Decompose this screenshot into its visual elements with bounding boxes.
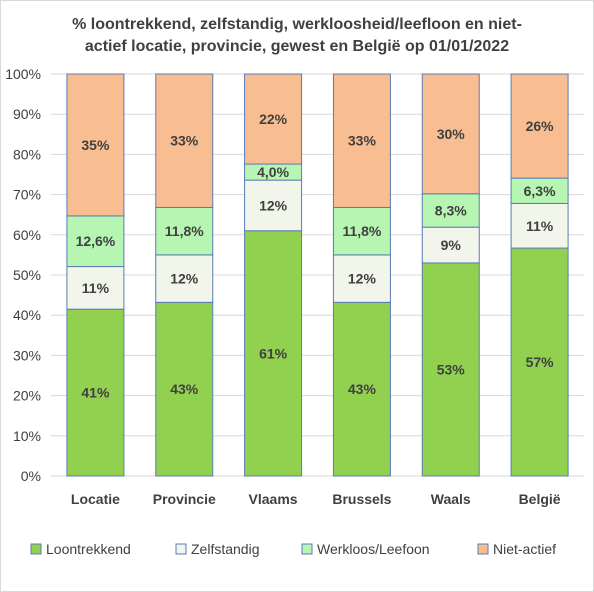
x-axis-category-labels: Locatie Provincie Vlaams Brussels Waals Belgi…	[71, 491, 561, 507]
data-label: 12%	[170, 271, 199, 287]
x-category-label-provincie: Provincie	[153, 491, 216, 507]
legend-label: Loontrekkend	[46, 541, 131, 557]
legend-label: Werkloos/Leefoon	[317, 541, 430, 557]
legend-item-loontrekkend: Loontrekkend	[30, 541, 131, 557]
y-tick-label: 90%	[13, 106, 41, 122]
bar-segment-niet-actief-provincie	[155, 73, 214, 208]
chart-title-line-1: % loontrekkend, zelfstandig, werklooshei…	[72, 16, 522, 33]
legend-item-zelfstandig: Zelfstandig	[175, 541, 259, 557]
data-label: 11,8%	[165, 223, 204, 239]
bar-segment-loontrekkend-locatie	[66, 308, 125, 477]
data-label: 8,3%	[435, 202, 467, 218]
bar-segment-niet-actief-belgië	[510, 73, 569, 179]
chart-title: % loontrekkend, zelfstandig, werklooshei…	[72, 16, 522, 55]
data-label: 43%	[348, 381, 377, 397]
bars	[66, 73, 569, 477]
legend-swatch	[477, 543, 489, 555]
bar-segment-zelfstandig-locatie	[66, 266, 125, 310]
bar-segment-loontrekkend-belgië	[510, 247, 569, 477]
data-label: 33%	[170, 133, 199, 149]
bar-segment-loontrekkend-brussels	[332, 301, 391, 477]
bar-segment-zelfstandig-brussels	[332, 254, 391, 303]
y-tick-label: 70%	[13, 187, 41, 203]
y-tick-label: 0%	[21, 468, 41, 484]
data-label: 9%	[441, 237, 462, 253]
data-label: 33%	[348, 133, 377, 149]
bar-segment-niet-actief-waals	[421, 73, 480, 195]
x-category-label-belgië: België	[519, 491, 561, 507]
legend-swatch	[30, 543, 42, 555]
bar-segment-niet-actief-vlaams	[244, 73, 303, 165]
data-label: 22%	[259, 111, 288, 127]
y-tick-label: 50%	[13, 267, 41, 283]
legend-swatch	[175, 543, 187, 555]
legend-item-niet-actief: Niet-actief	[477, 541, 556, 557]
x-category-label-waals: Waals	[431, 491, 471, 507]
x-category-label-locatie: Locatie	[71, 491, 120, 507]
data-labels: 41% 11% 12,6% 35% 43% 12% 11,8% 33% 61% 12% 4,0% 22…	[76, 111, 557, 401]
y-tick-label: 60%	[13, 227, 41, 243]
y-tick-label: 80%	[13, 146, 41, 162]
y-tick-label: 30%	[13, 347, 41, 363]
gridlines	[51, 73, 584, 477]
bar-segment-niet-actief-brussels	[332, 73, 391, 208]
bar-segment-zelfstandig-vlaams	[244, 179, 303, 232]
data-label: 11%	[82, 280, 110, 296]
legend-swatch	[301, 543, 313, 555]
data-label: 12,6%	[76, 233, 116, 249]
data-label: 41%	[81, 385, 110, 401]
data-label: 53%	[437, 361, 466, 377]
data-label: 30%	[437, 126, 466, 142]
bar-segment-loontrekkend-vlaams	[244, 230, 303, 477]
y-tick-label: 40%	[13, 307, 41, 323]
y-tick-label: 20%	[13, 388, 41, 404]
x-category-label-vlaams: Vlaams	[249, 491, 298, 507]
y-tick-label: 100%	[5, 66, 41, 82]
x-category-label-brussels: Brussels	[332, 491, 391, 507]
data-label: 26%	[526, 118, 555, 134]
legend-label: Niet-actief	[493, 541, 556, 557]
data-label: 12%	[348, 271, 377, 287]
legend-label: Zelfstandig	[191, 541, 259, 557]
bar-segment-werkloos-leefoon-brussels	[332, 206, 391, 256]
legend-item-werkloos-leefoon: Werkloos/Leefoon	[301, 541, 430, 557]
bar-segment-loontrekkend-waals	[421, 262, 480, 477]
data-label: 11%	[526, 218, 554, 234]
data-label: 4,0%	[257, 164, 289, 180]
data-label: 61%	[259, 345, 288, 361]
data-label: 11,8%	[342, 223, 381, 239]
data-label: 43%	[170, 381, 199, 397]
bar-segment-niet-actief-locatie	[66, 73, 125, 217]
data-label: 57%	[526, 354, 555, 370]
chart-title-line-2: actief locatie, provincie, gewest en Bel…	[85, 38, 509, 55]
data-label: 6,3%	[524, 183, 556, 199]
bar-segment-zelfstandig-waals	[421, 226, 480, 264]
bar-segment-werkloos-leefoon-waals	[421, 193, 480, 228]
bar-segment-werkloos-leefoon-locatie	[66, 215, 125, 268]
y-axis-tick-labels: 0% 10% 20% 30% 40% 50% 60% 70% 80% 90% 100%	[5, 66, 41, 484]
legend: Loontrekkend Zelfstandig Werkloos/Leefoon N…	[30, 541, 556, 557]
data-label: 35%	[81, 137, 110, 153]
bar-segment-loontrekkend-provincie	[155, 301, 214, 477]
y-tick-label: 10%	[13, 428, 41, 444]
data-label: 12%	[259, 197, 288, 213]
